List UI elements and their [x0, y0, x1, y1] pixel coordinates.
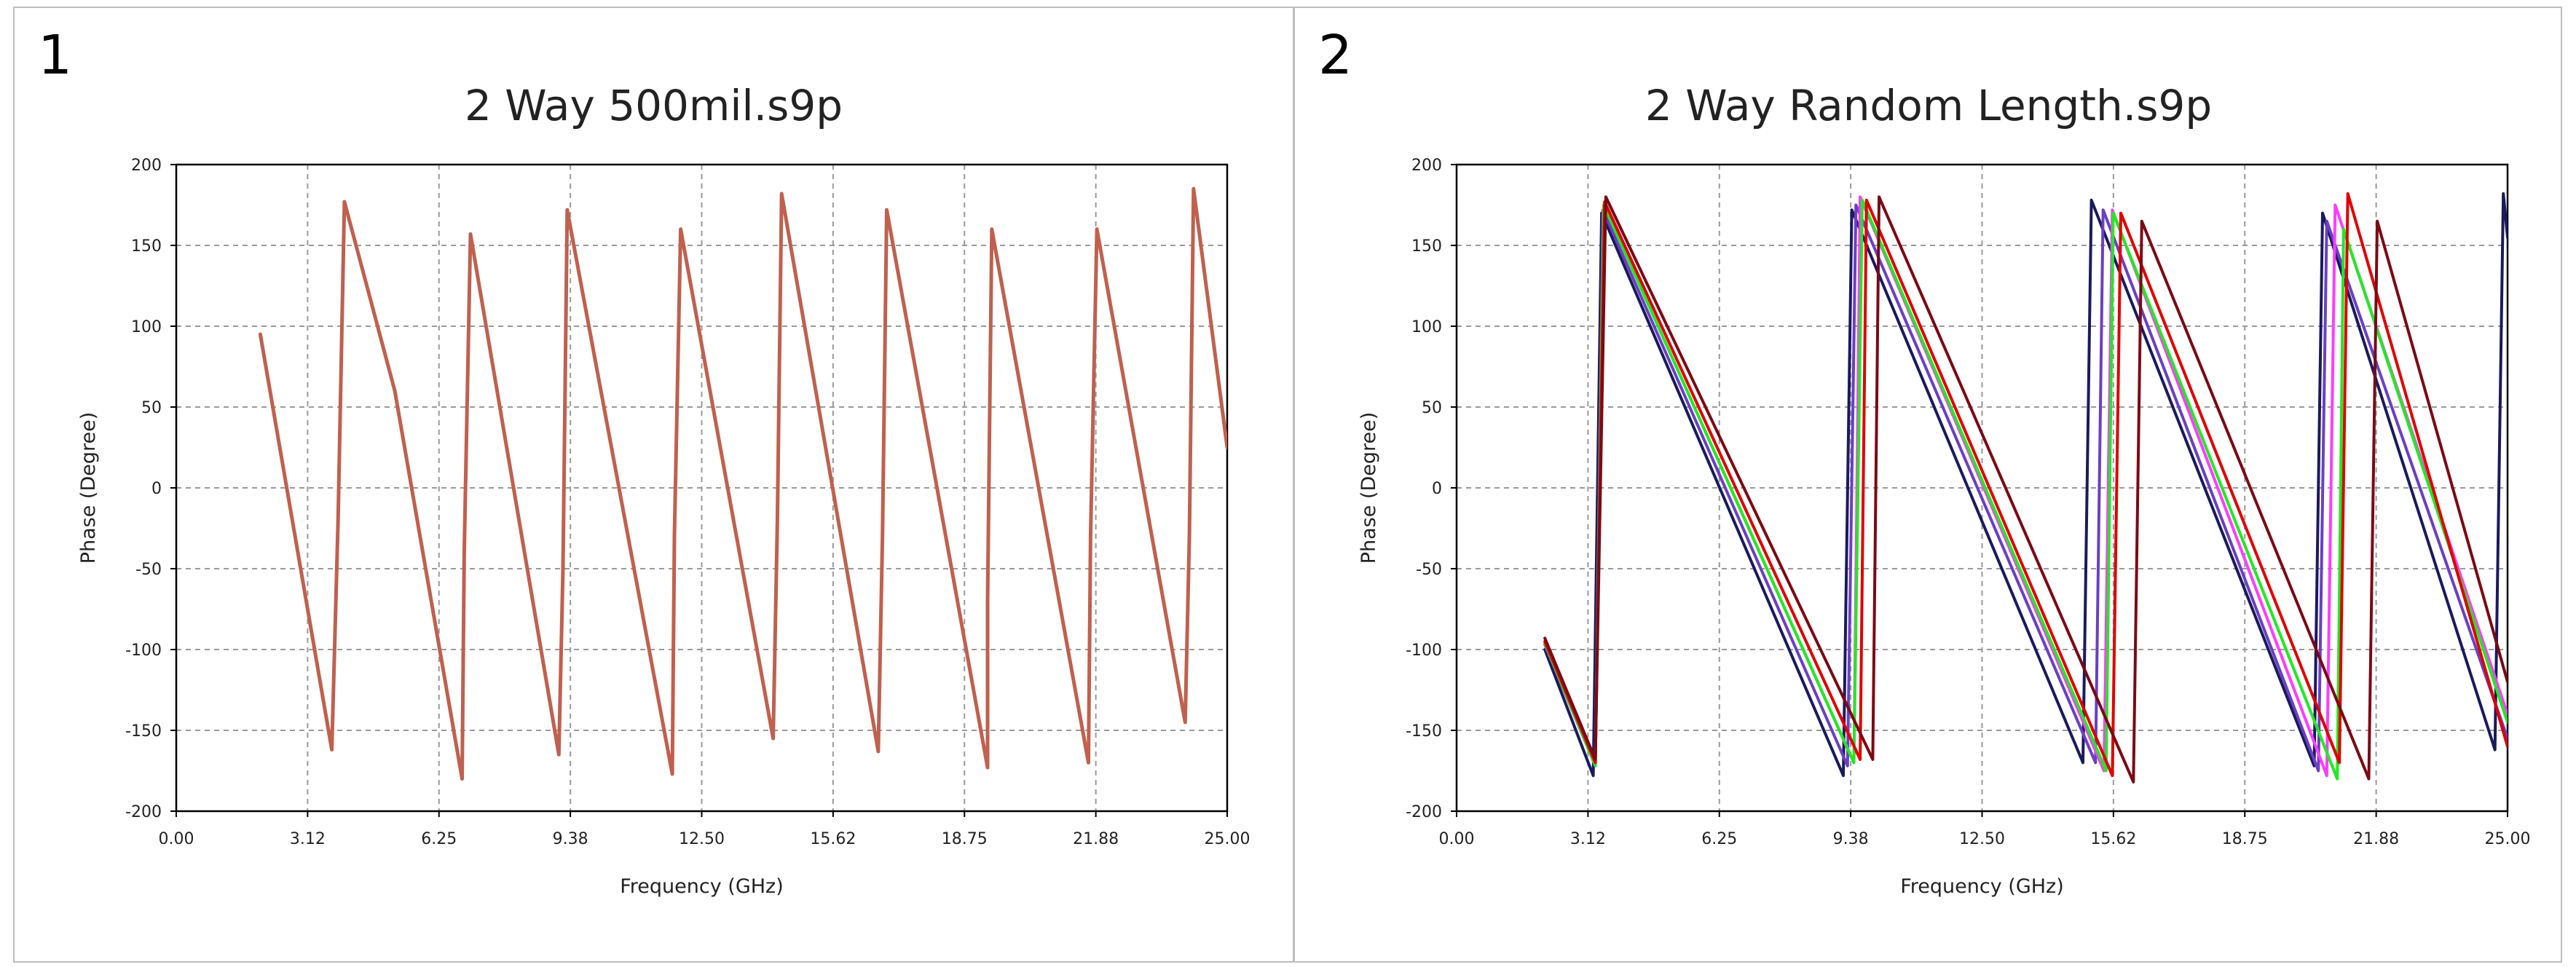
y-tick-label: 0: [1432, 480, 1442, 498]
x-tick-label: 0.00: [1439, 830, 1475, 848]
y-tick-label: -200: [1406, 803, 1442, 821]
x-tick-label: 6.25: [1701, 830, 1737, 848]
x-tick-label: 18.75: [2222, 830, 2268, 848]
x-tick-label: 18.75: [942, 830, 988, 848]
panel-divider: [1293, 7, 1295, 963]
y-tick-label: 150: [131, 237, 162, 256]
y-tick-label: 200: [1411, 157, 1442, 175]
x-tick-label: 21.88: [2353, 830, 2399, 848]
y-tick-label: -150: [125, 722, 162, 741]
series-line-4: [1543, 198, 2508, 781]
x-tick-label: 25.00: [2485, 830, 2531, 848]
series-line-5: [1543, 192, 2508, 778]
x-tick-label: 25.00: [1205, 830, 1250, 848]
y-tick-label: -100: [1406, 642, 1442, 660]
y-tick-label: 100: [131, 318, 162, 336]
y-axis-label: Phase (Degree): [77, 412, 100, 564]
x-tick-label: 9.38: [1833, 830, 1869, 848]
chart-title: 2 Way 500mil.s9p: [464, 81, 843, 130]
x-axis-label: Frequency (GHz): [1900, 875, 2064, 898]
chart-plot: 0.00 3.12 6.25 9.38 12.50 15.62 18.75 21.88 25.0…: [1358, 157, 2531, 898]
x-tick-label: 21.88: [1073, 830, 1119, 848]
x-tick-label: 3.12: [290, 830, 326, 848]
y-tick-label: -200: [125, 803, 162, 821]
y-tick-label: -150: [1406, 722, 1442, 741]
x-tick-label: 9.38: [553, 830, 588, 848]
panel-number: 2: [1318, 24, 1353, 87]
y-tick-label: 0: [151, 480, 162, 498]
y-tick-label: -100: [125, 642, 162, 660]
series-line-1: [1543, 192, 2508, 778]
chart-panel-2: 2 2 Way Random Length.s9p 0.00 3.12 6.25 9.…: [1295, 8, 2562, 961]
y-tick-label: -50: [1416, 561, 1442, 579]
x-tick-label: 12.50: [679, 830, 725, 848]
y-tick-label: 200: [131, 157, 162, 175]
x-tick-label: 12.50: [1959, 830, 2005, 848]
series-line-6: [1543, 195, 2508, 784]
y-tick-label: -50: [135, 561, 162, 579]
chart-plot: 0.00 3.12 6.25 9.38 12.50 15.62 18.75 21.88 25.0…: [77, 157, 1250, 898]
y-tick-label: 150: [1411, 237, 1442, 256]
x-tick-label: 15.62: [810, 830, 856, 848]
chart-panel-1: 1 2 Way 500mil.s9p 0.00 3.12 6.25 9.38 12.50…: [15, 8, 1293, 961]
x-tick-label: 6.25: [421, 830, 457, 848]
panel-number: 1: [38, 24, 73, 87]
y-tick-label: 100: [1411, 318, 1442, 336]
y-tick-label: 50: [1422, 399, 1442, 417]
chart-title: 2 Way Random Length.s9p: [1645, 81, 2213, 130]
x-tick-label: 3.12: [1570, 830, 1606, 848]
outer-frame: [13, 7, 2562, 963]
series-line-1: [258, 186, 1227, 781]
x-tick-label: 0.00: [159, 830, 194, 848]
x-axis-label: Frequency (GHz): [620, 875, 784, 898]
y-axis-label: Phase (Degree): [1358, 412, 1380, 564]
x-tick-label: 15.62: [2090, 830, 2136, 848]
y-tick-label: 50: [141, 399, 162, 417]
